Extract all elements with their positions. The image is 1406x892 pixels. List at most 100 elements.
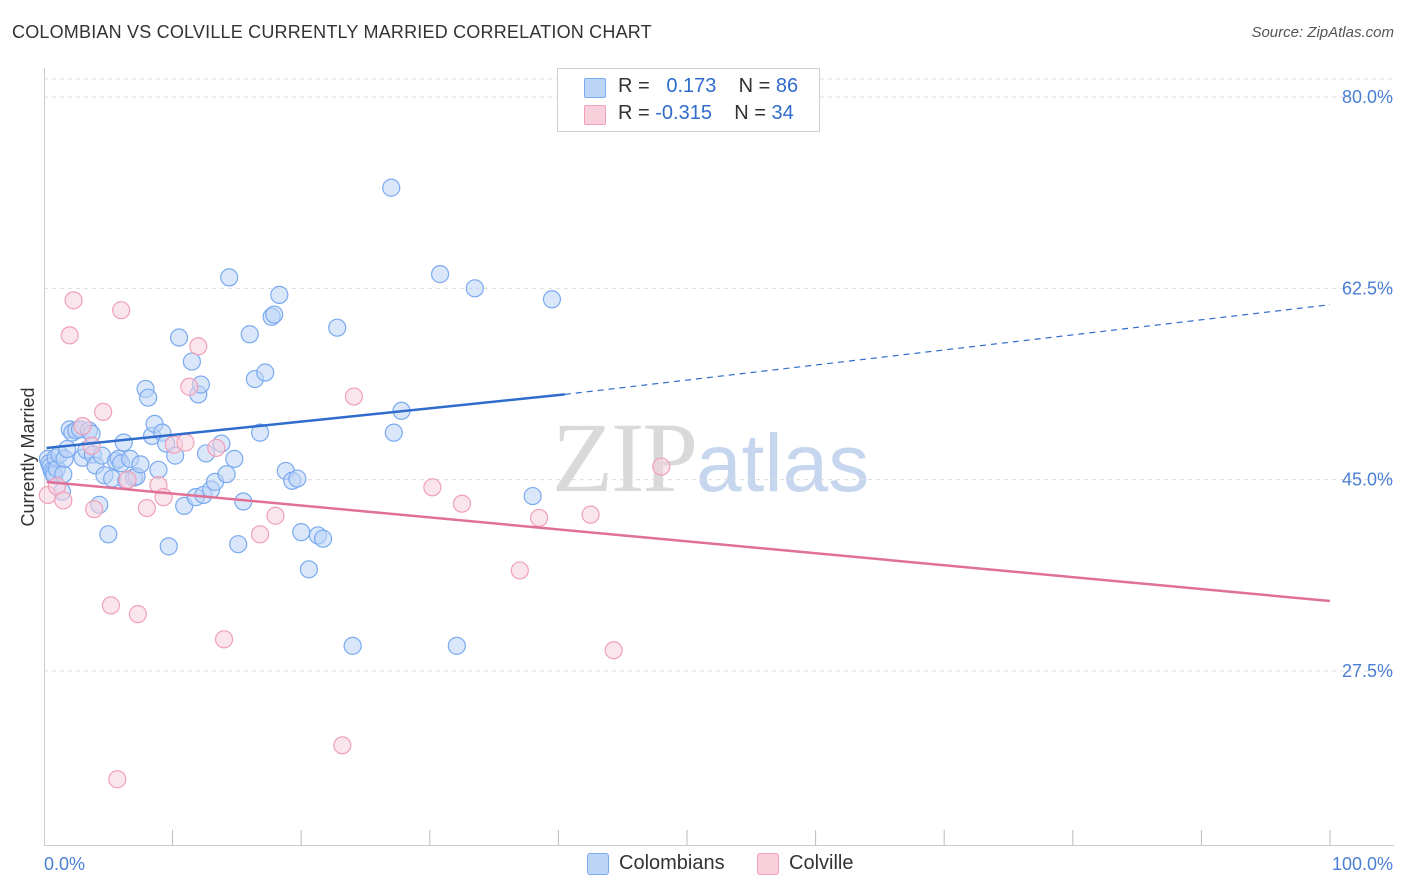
- colville-point: [344, 387, 364, 406]
- colville-point: [82, 436, 101, 455]
- x-tick-labels: 0.0% 100.0%: [44, 854, 1393, 874]
- colombians-point: [265, 305, 284, 324]
- colville-points: [38, 291, 671, 789]
- colville-point: [333, 736, 352, 755]
- r-label: R =: [618, 102, 650, 124]
- colombians-points: [38, 178, 562, 655]
- watermark: ZIPatlas: [552, 400, 869, 515]
- y-axis-label: Currently Married: [18, 387, 38, 526]
- colombians-point: [384, 423, 403, 442]
- colombians-point: [430, 265, 450, 284]
- legend-label: Colombians: [619, 852, 725, 874]
- n-value: 86: [775, 75, 799, 97]
- colville-point: [108, 770, 127, 789]
- colville-point: [604, 641, 623, 660]
- y-tick-label: 62.5%: [1342, 278, 1393, 298]
- colville-point: [73, 416, 92, 436]
- colombians-point: [220, 268, 239, 287]
- colombians-point: [292, 523, 311, 542]
- colombians-point: [270, 285, 289, 304]
- colville-point: [176, 433, 195, 452]
- colombians-trend-extension: [564, 304, 1331, 395]
- colombians-point: [328, 318, 347, 337]
- colville-point: [510, 561, 529, 580]
- x-ticks: [172, 830, 1331, 845]
- colombians-point: [159, 537, 178, 556]
- colombians-point: [240, 325, 259, 344]
- colombians-point: [299, 560, 319, 579]
- colombians-point: [169, 328, 189, 347]
- colombians-point: [542, 290, 562, 309]
- watermark-atlas: atlas: [696, 418, 870, 509]
- colville-point: [266, 506, 285, 525]
- colombians-point: [58, 439, 77, 459]
- colville-point: [652, 457, 671, 476]
- colville-point: [189, 337, 208, 356]
- y-tick-label: 80.0%: [1342, 87, 1393, 107]
- colombians-point: [217, 465, 236, 484]
- colville-point: [85, 500, 104, 519]
- r-value: -0.315: [655, 102, 712, 124]
- colombians-point: [313, 529, 333, 548]
- n-label: N =: [738, 75, 771, 97]
- colville-point: [94, 402, 113, 421]
- trend-lines: [46, 304, 1331, 603]
- watermark-zip: ZIP: [552, 402, 698, 513]
- colombians-point: [250, 423, 270, 442]
- colville-point: [128, 605, 147, 624]
- y-tick-label: 45.0%: [1342, 470, 1393, 490]
- colville-point: [207, 438, 226, 458]
- grid: [44, 78, 1394, 672]
- colombians-point: [229, 535, 248, 554]
- colombians-trend-line: [46, 393, 565, 450]
- y-tick-labels: 80.0% 62.5% 45.0% 27.5%: [1342, 87, 1393, 681]
- y-tick-label: 27.5%: [1342, 661, 1393, 681]
- colombians-point: [343, 636, 362, 655]
- legend-text: R = -0.315 N = 34: [618, 102, 794, 125]
- colville-point: [60, 326, 79, 345]
- colombians-point: [256, 363, 275, 382]
- colville-swatch: [757, 853, 779, 875]
- legend-text: R = 0.173 N = 86: [618, 75, 798, 98]
- colville-point: [137, 498, 156, 518]
- colombians-point: [182, 352, 201, 371]
- n-value: 34: [771, 102, 794, 124]
- chart-title: COLOMBIAN VS COLVILLE CURRENTLY MARRIED …: [12, 22, 652, 42]
- colombians-point: [447, 636, 466, 655]
- colville-point: [250, 525, 270, 544]
- x-tick-label: 0.0%: [44, 854, 85, 874]
- colombians-swatch: [587, 853, 609, 875]
- colombians-point: [523, 486, 542, 506]
- colombians-point: [131, 455, 150, 474]
- colombians-point: [225, 449, 244, 468]
- colombians-point: [382, 178, 401, 197]
- colville-point: [452, 494, 472, 513]
- colville-point: [530, 508, 549, 528]
- colville-swatch: [584, 105, 606, 125]
- colville-point: [64, 291, 83, 310]
- axes: [44, 68, 1394, 846]
- stats-legend: R = 0.173 N = 86 R = -0.315 N = 34: [557, 68, 820, 132]
- colombians-swatch: [584, 78, 606, 98]
- r-label: R =: [618, 75, 650, 97]
- colville-point: [118, 470, 137, 489]
- colville-point: [581, 505, 600, 524]
- colombians-point: [139, 388, 158, 407]
- x-tick-label: 100.0%: [1332, 854, 1393, 874]
- colombians-point: [288, 469, 307, 488]
- colombians-point: [99, 525, 118, 544]
- colville-trend-line: [46, 480, 1331, 603]
- n-label: N =: [734, 102, 766, 124]
- colville-point: [423, 478, 442, 497]
- r-value: 0.173: [666, 75, 717, 97]
- colville-point: [214, 630, 234, 649]
- colville-point: [180, 377, 199, 396]
- source-label: Source: ZipAtlas.com: [1251, 24, 1394, 41]
- colombians-point: [465, 279, 484, 298]
- colombians-point: [149, 460, 168, 479]
- colville-point: [112, 301, 131, 320]
- legend-label: Colville: [789, 852, 854, 874]
- colville-point: [54, 491, 73, 510]
- colombians-point: [114, 433, 133, 452]
